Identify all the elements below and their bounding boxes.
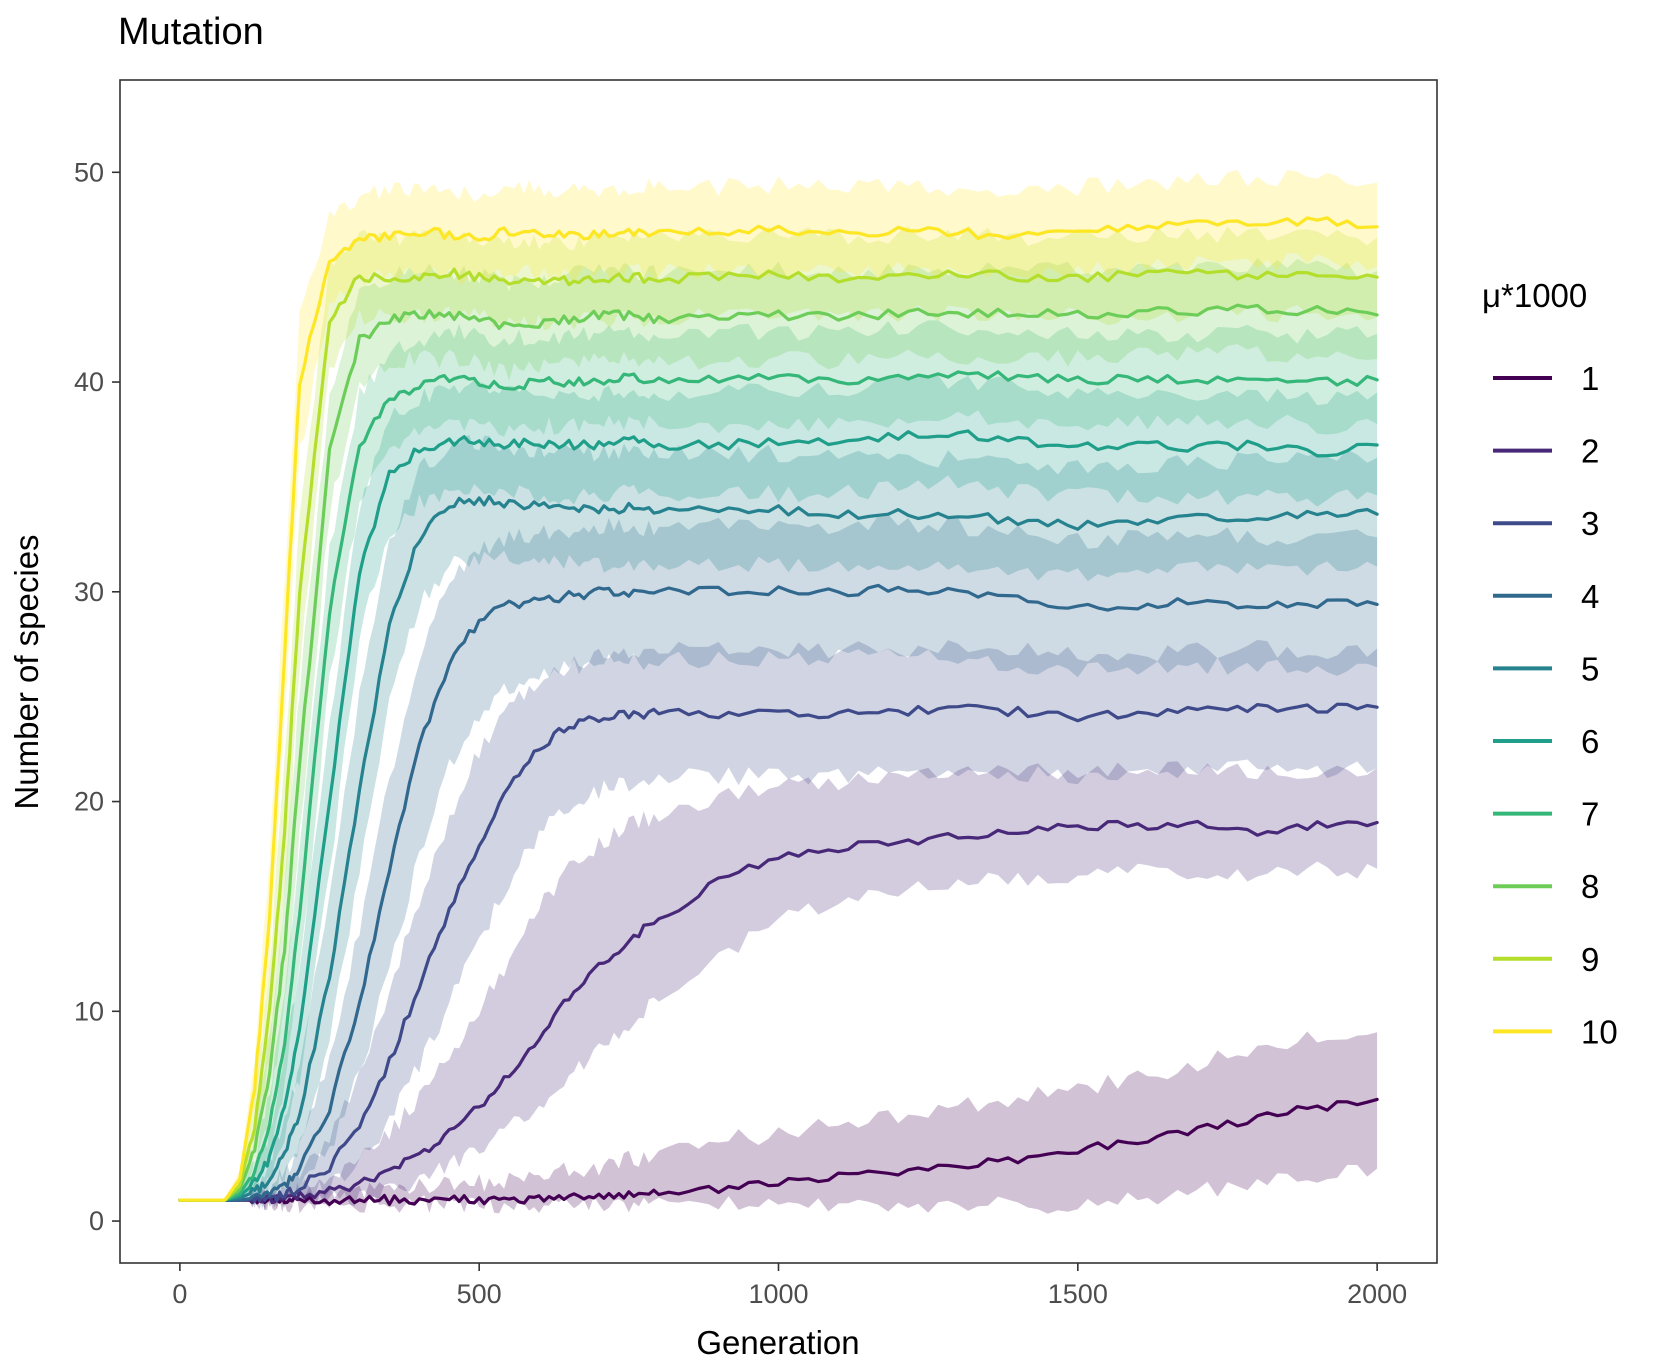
band-mu-5 — [179, 434, 1378, 1203]
y-tick-label: 20 — [74, 787, 104, 817]
band-mu-4 — [179, 514, 1378, 1210]
line-mu-3 — [178, 702, 1379, 1203]
legend: μ*1000 1 2 3 4 5 6 7 8 9 10 — [1482, 277, 1618, 1050]
line-mu-5 — [178, 494, 1379, 1202]
x-axis-title: Generation — [696, 1324, 859, 1361]
legend-label: 5 — [1581, 650, 1599, 687]
legend-title: μ*1000 — [1482, 277, 1587, 314]
y-axis: 0 10 20 30 40 50 — [74, 157, 120, 1236]
line-mu-4 — [178, 583, 1379, 1202]
band-mu-2 — [179, 761, 1378, 1211]
legend-label: 10 — [1581, 1013, 1618, 1050]
legend-label: 3 — [1581, 505, 1599, 542]
x-tick-label: 1500 — [1048, 1279, 1108, 1309]
y-tick-label: 10 — [74, 996, 104, 1026]
band-mu-7 — [179, 320, 1378, 1201]
legend-label: 8 — [1581, 868, 1599, 905]
x-tick-label: 0 — [172, 1279, 187, 1309]
line-mu-9 — [178, 267, 1379, 1202]
y-tick-label: 50 — [74, 157, 104, 187]
x-tick-label: 2000 — [1347, 1279, 1407, 1309]
chart-title: Mutation — [118, 11, 264, 53]
line-mu-8 — [178, 303, 1379, 1202]
mean-lines — [178, 216, 1379, 1207]
band-mu-6 — [179, 375, 1378, 1203]
y-axis-title: Number of species — [8, 534, 45, 809]
legend-label: 7 — [1581, 796, 1599, 833]
legend-label: 2 — [1581, 433, 1599, 470]
x-axis: 0 500 1000 1500 2000 — [172, 1263, 1407, 1309]
y-tick-label: 30 — [74, 577, 104, 607]
line-mu-7 — [178, 370, 1379, 1202]
ribbon-bands — [179, 169, 1378, 1214]
legend-label: 9 — [1581, 941, 1599, 978]
legend-label: 1 — [1581, 360, 1599, 397]
line-mu-10 — [178, 216, 1379, 1202]
y-tick-label: 0 — [89, 1206, 104, 1236]
x-tick-label: 500 — [457, 1279, 502, 1309]
x-tick-label: 1000 — [748, 1279, 808, 1309]
y-tick-label: 40 — [74, 367, 104, 397]
legend-label: 6 — [1581, 723, 1599, 760]
legend-label: 4 — [1581, 578, 1599, 615]
band-mu-3 — [179, 639, 1378, 1211]
legend-keys: 1 2 3 4 5 6 7 8 9 10 — [1493, 360, 1618, 1050]
line-mu-6 — [178, 429, 1379, 1202]
band-mu-1 — [179, 1031, 1378, 1214]
